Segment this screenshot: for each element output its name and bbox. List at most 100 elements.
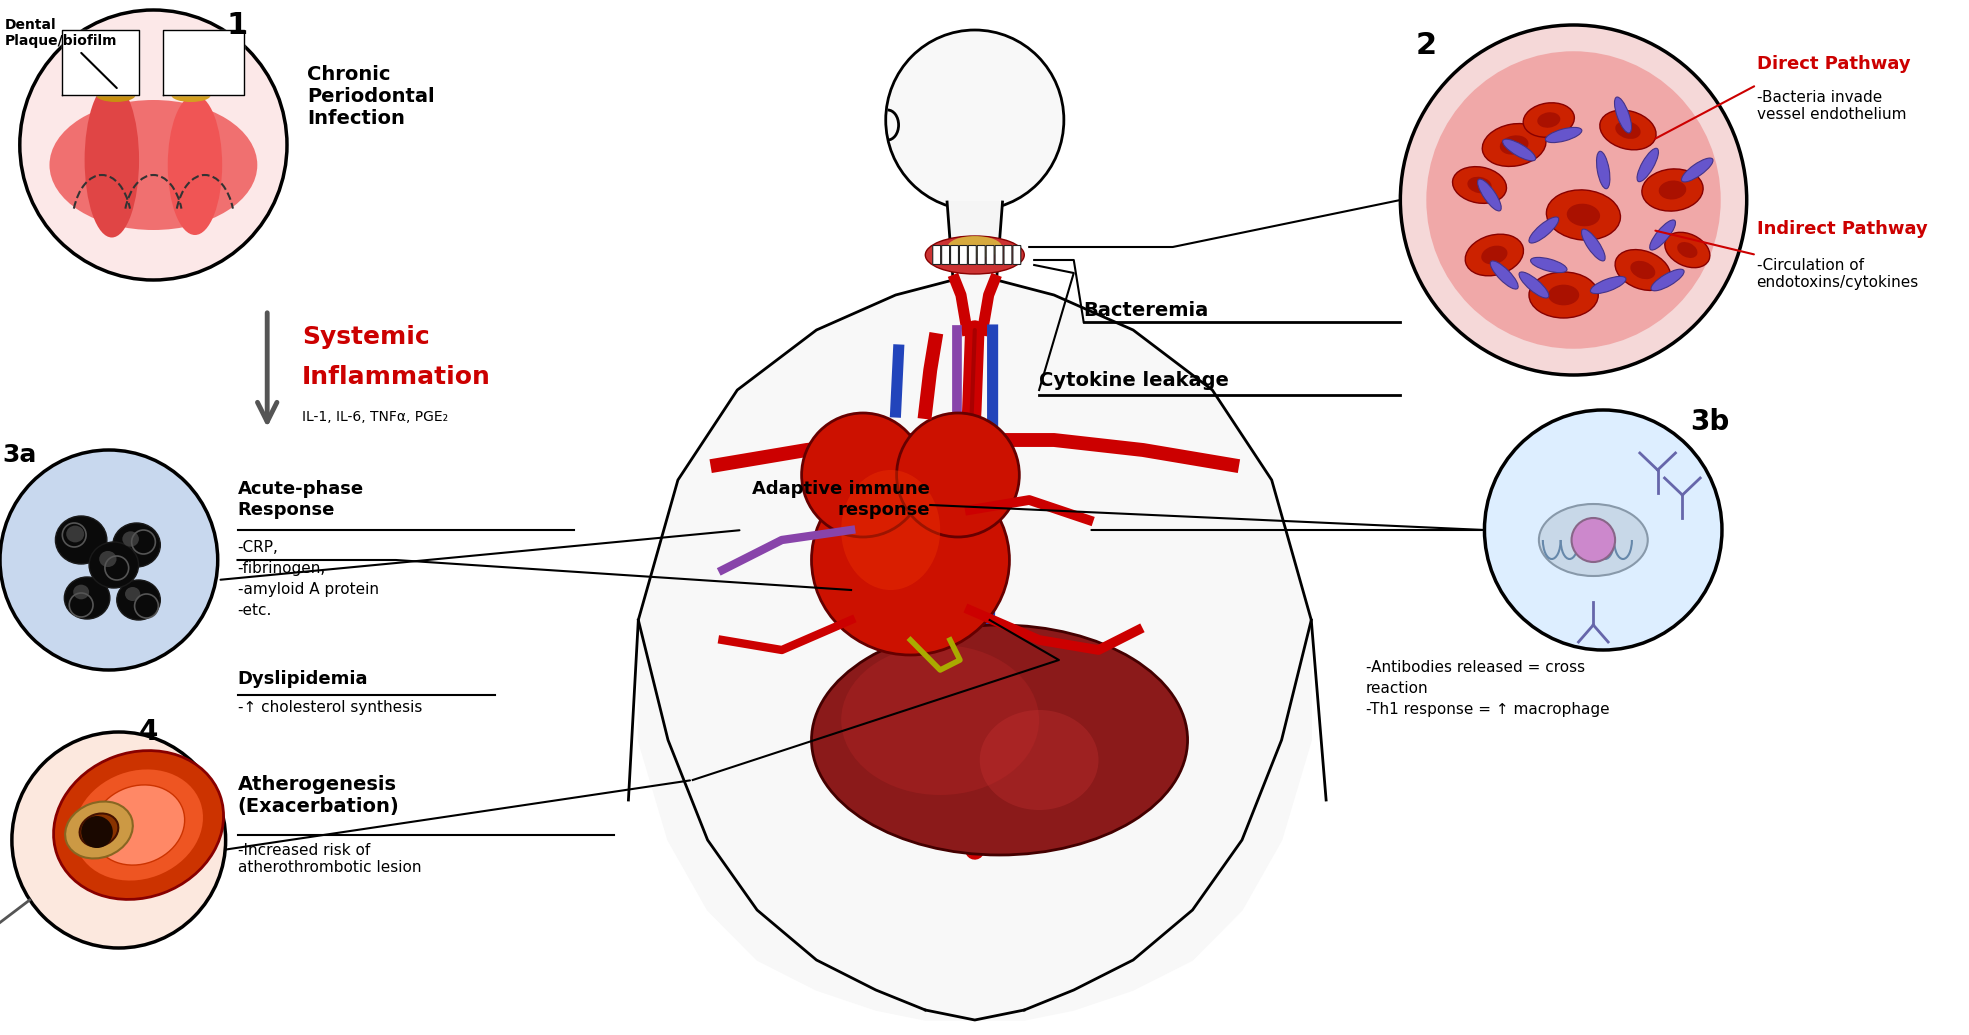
Ellipse shape — [112, 523, 159, 567]
Ellipse shape — [1502, 139, 1536, 160]
Ellipse shape — [1678, 242, 1697, 258]
Polygon shape — [63, 30, 138, 95]
Circle shape — [1485, 410, 1723, 650]
Ellipse shape — [1500, 136, 1528, 154]
Text: -Antibodies released = cross
reaction
-Th1 response = ↑ macrophage: -Antibodies released = cross reaction -T… — [1366, 660, 1609, 717]
Ellipse shape — [1615, 121, 1640, 139]
Ellipse shape — [1530, 258, 1567, 272]
Text: -Circulation of
endotoxins/cytokines: -Circulation of endotoxins/cytokines — [1756, 258, 1920, 291]
FancyBboxPatch shape — [986, 245, 994, 265]
Ellipse shape — [1636, 148, 1658, 182]
Ellipse shape — [73, 768, 205, 882]
Ellipse shape — [1530, 217, 1559, 243]
Ellipse shape — [1465, 234, 1524, 275]
Ellipse shape — [79, 814, 118, 847]
Circle shape — [1400, 25, 1747, 375]
Ellipse shape — [1467, 177, 1493, 194]
Text: 1: 1 — [226, 10, 248, 39]
Text: Dental
Plaque/biofilm: Dental Plaque/biofilm — [6, 18, 118, 88]
Text: -CRP,
-fibrinogen,
-amyloid A protein
-etc.: -CRP, -fibrinogen, -amyloid A protein -e… — [238, 540, 378, 618]
Text: 4: 4 — [138, 718, 158, 746]
Text: 3a: 3a — [2, 443, 35, 467]
Text: Dyslipidemia: Dyslipidemia — [238, 670, 368, 688]
Circle shape — [20, 10, 287, 280]
Ellipse shape — [98, 551, 116, 567]
Ellipse shape — [1530, 272, 1599, 318]
Text: -Increased risk of
atherothrombotic lesion: -Increased risk of atherothrombotic lesi… — [238, 842, 421, 876]
Ellipse shape — [1615, 249, 1670, 291]
FancyBboxPatch shape — [959, 245, 967, 265]
Text: Direct Pathway: Direct Pathway — [1756, 55, 1910, 73]
Ellipse shape — [1650, 269, 1683, 291]
Circle shape — [896, 413, 1020, 537]
Ellipse shape — [122, 531, 140, 546]
Ellipse shape — [1491, 261, 1518, 289]
Ellipse shape — [1518, 272, 1550, 298]
Ellipse shape — [1546, 189, 1620, 240]
Ellipse shape — [116, 580, 159, 620]
FancyBboxPatch shape — [1004, 245, 1012, 265]
FancyBboxPatch shape — [941, 245, 949, 265]
Circle shape — [12, 732, 226, 948]
Ellipse shape — [96, 88, 136, 102]
Circle shape — [801, 413, 923, 537]
Ellipse shape — [841, 470, 939, 590]
Ellipse shape — [49, 100, 258, 230]
Circle shape — [1426, 52, 1721, 349]
Ellipse shape — [1524, 102, 1575, 138]
Ellipse shape — [89, 542, 138, 588]
Circle shape — [1571, 518, 1615, 562]
Ellipse shape — [167, 95, 222, 235]
Text: 3b: 3b — [1689, 408, 1729, 436]
Circle shape — [81, 816, 112, 848]
Ellipse shape — [1650, 220, 1676, 250]
Text: Indirect Pathway: Indirect Pathway — [1756, 220, 1928, 238]
Polygon shape — [947, 202, 1002, 280]
Text: -Bacteria invade
vessel endothelium: -Bacteria invade vessel endothelium — [1756, 90, 1906, 122]
Circle shape — [0, 450, 219, 670]
Ellipse shape — [171, 88, 211, 102]
Ellipse shape — [1540, 504, 1648, 576]
Ellipse shape — [1630, 261, 1656, 279]
Text: Inflammation: Inflammation — [301, 365, 490, 389]
Text: Chronic
Periodontal
Infection: Chronic Periodontal Infection — [307, 65, 435, 128]
Ellipse shape — [1538, 112, 1559, 127]
Ellipse shape — [1615, 97, 1632, 132]
FancyBboxPatch shape — [977, 245, 984, 265]
Ellipse shape — [55, 516, 106, 564]
Ellipse shape — [947, 236, 1002, 258]
Ellipse shape — [1666, 232, 1709, 268]
Ellipse shape — [1599, 110, 1656, 150]
Ellipse shape — [1642, 169, 1703, 211]
Text: Acute-phase
Response: Acute-phase Response — [238, 480, 364, 519]
Ellipse shape — [1682, 158, 1713, 182]
Text: 2: 2 — [1416, 30, 1435, 59]
Ellipse shape — [65, 576, 110, 619]
Text: Bacteremia: Bacteremia — [1083, 300, 1209, 320]
Text: IL-1, IL-6, TNFα, PGE₂: IL-1, IL-6, TNFα, PGE₂ — [301, 410, 449, 424]
Ellipse shape — [811, 465, 1010, 655]
Ellipse shape — [925, 236, 1024, 274]
Text: Atherogenesis
(Exacerbation): Atherogenesis (Exacerbation) — [238, 775, 400, 816]
FancyBboxPatch shape — [994, 245, 1002, 265]
Ellipse shape — [1567, 204, 1601, 227]
Ellipse shape — [1548, 285, 1579, 305]
Ellipse shape — [1597, 151, 1611, 188]
Ellipse shape — [1546, 127, 1581, 143]
Polygon shape — [163, 30, 244, 95]
Ellipse shape — [67, 526, 85, 542]
Text: Cytokine leakage: Cytokine leakage — [1040, 371, 1229, 389]
Ellipse shape — [124, 587, 140, 601]
Ellipse shape — [1658, 180, 1685, 200]
FancyBboxPatch shape — [933, 245, 941, 265]
Ellipse shape — [73, 585, 89, 599]
Ellipse shape — [65, 801, 132, 858]
Text: -↑ cholesterol synthesis: -↑ cholesterol synthesis — [238, 700, 421, 715]
Ellipse shape — [1477, 179, 1500, 211]
Text: Adaptive immune
response: Adaptive immune response — [752, 480, 929, 519]
Ellipse shape — [1453, 167, 1506, 203]
Polygon shape — [638, 280, 1311, 1021]
Ellipse shape — [811, 625, 1187, 855]
FancyBboxPatch shape — [969, 245, 977, 265]
Ellipse shape — [841, 645, 1040, 795]
